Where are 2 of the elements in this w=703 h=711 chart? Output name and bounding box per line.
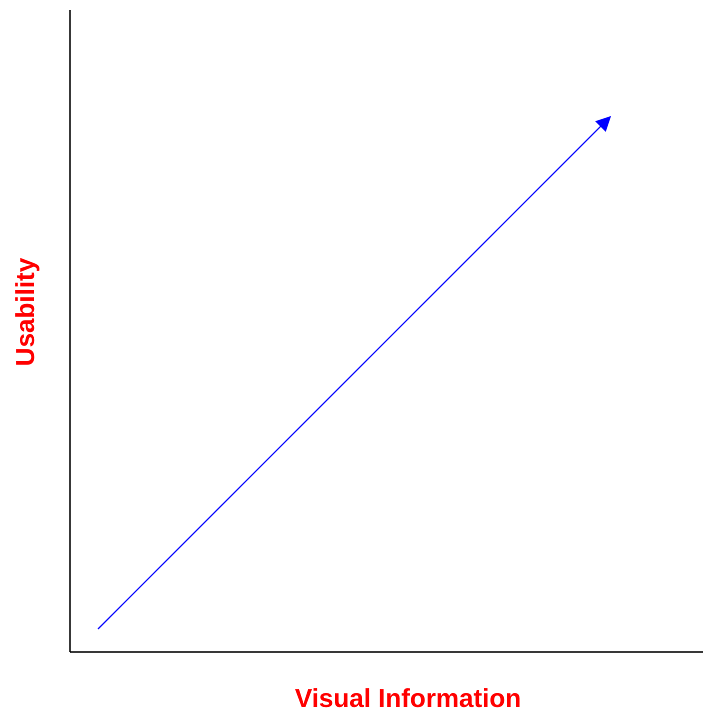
- y-axis-title: Usability: [10, 257, 40, 366]
- x-axis-title: Visual Information: [294, 683, 522, 711]
